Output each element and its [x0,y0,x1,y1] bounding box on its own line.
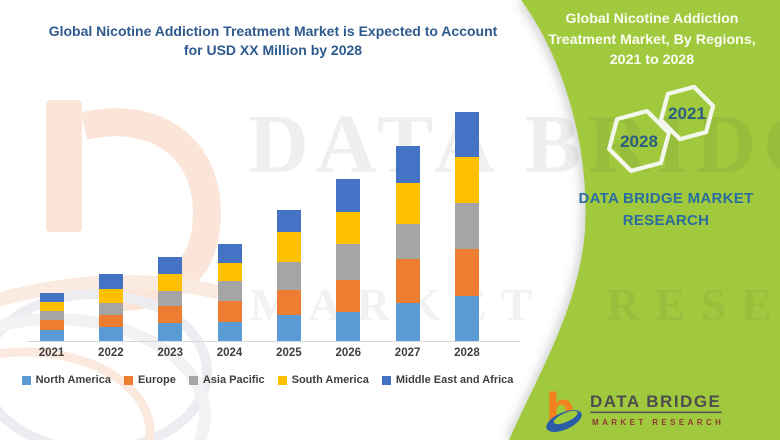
segment-north-america-2026 [336,312,361,341]
x-axis-label-2022: 2022 [98,347,124,359]
segment-south-america-2022 [98,289,123,303]
legend-swatch-europe [123,375,133,385]
right-panel-title: Global Nicotine Addiction Treatment Mark… [534,9,770,71]
segment-south-america-2023 [158,274,183,291]
bar-2025 [276,210,301,341]
segment-north-america-2028 [454,296,479,341]
segment-middle-east-and-africa-2028 [454,112,479,157]
legend-swatch-asia-pacific [188,375,198,385]
segment-europe-2028 [454,249,479,296]
legend-label-europe: Europe [137,374,176,386]
x-axis-label-2026: 2026 [335,347,362,359]
legend-item-north-america: North America [21,374,111,386]
hexagon-2028-label: 2028 [620,132,658,151]
segment-asia-pacific-2026 [336,244,361,280]
bar-2028 [454,112,479,341]
chart-title-line2: for USD XX Million by 2028 [183,41,363,58]
legend-swatch-south-america [277,375,287,385]
chart-title: Global Nicotine Addiction Treatment Mark… [33,22,513,59]
segment-north-america-2023 [158,323,183,341]
segment-middle-east-and-africa-2025 [276,210,301,232]
bar-2027 [395,146,420,341]
chart-title-line1: Global Nicotine Addiction Treatment Mark… [48,23,498,39]
logo-name-text: DATA BRIDGE [590,392,721,411]
segment-asia-pacific-2023 [158,291,183,306]
segment-europe-2026 [336,280,361,312]
hexagon-2028-icon: 2028 [607,109,672,174]
segment-north-america-2024 [217,322,242,341]
segment-europe-2023 [158,306,183,323]
segment-europe-2027 [395,259,420,303]
brand-caption-line1: DATA BRIDGE MARKET [578,190,754,207]
segment-south-america-2025 [276,232,301,262]
segment-south-america-2026 [336,212,361,244]
hexagon-2021-icon: 2021 [658,84,716,142]
segment-north-america-2025 [276,315,301,341]
legend-label-north-america: North America [35,374,111,386]
segment-north-america-2021 [39,330,64,341]
legend-label-middle-east-and-africa: Middle East and Africa [395,374,514,386]
chart-legend: North America Europe Asia Pacific South Ame… [20,374,515,386]
x-axis-label-2024: 2024 [216,347,243,359]
segment-middle-east-and-africa-2022 [98,274,123,289]
company-logo: b DATA BRIDGE MARKET RESEARCH [546,386,724,432]
segment-asia-pacific-2021 [39,311,64,320]
segment-north-america-2027 [395,303,420,341]
x-axis-label-2025: 2025 [276,347,302,359]
segment-middle-east-and-africa-2021 [39,293,64,302]
logo-underline [590,411,722,414]
segment-asia-pacific-2027 [395,224,420,259]
segment-asia-pacific-2025 [276,262,301,290]
bar-2021 [39,293,64,341]
bar-2026 [336,179,361,341]
segment-europe-2024 [217,301,242,322]
segment-middle-east-and-africa-2027 [395,146,420,183]
hexagon-2021-label: 2021 [668,104,706,123]
x-axis-label-2023: 2023 [157,347,183,359]
bar-2023 [158,257,183,341]
segment-middle-east-and-africa-2024 [217,244,242,263]
right-panel-title-line1: Global Nicotine Addiction [565,11,739,27]
right-panel-title-line3: 2021 to 2028 [609,52,695,68]
x-axis-label-2027: 2027 [394,347,421,359]
legend-item-europe: Europe [123,374,176,386]
brand-caption-line2: RESEARCH [622,212,710,229]
segment-europe-2021 [39,320,64,330]
brand-caption: DATA BRIDGE MARKET RESEARCH [556,188,776,232]
legend-swatch-north-america [21,375,31,385]
segment-asia-pacific-2024 [217,281,242,301]
legend-item-middle-east-and-africa: Middle East and Africa [381,374,514,386]
right-panel-title-line2: Treatment Market, By Regions, [548,31,756,48]
segment-south-america-2024 [217,263,242,281]
hexagon-badges: 2028 2021 [607,84,716,174]
legend-item-asia-pacific: Asia Pacific [188,374,265,386]
segment-asia-pacific-2028 [454,203,479,249]
segment-europe-2022 [98,315,123,327]
x-axis-label-2028: 2028 [454,347,480,359]
segment-asia-pacific-2022 [98,303,123,315]
segment-south-america-2021 [39,302,64,311]
legend-label-asia-pacific: Asia Pacific [202,374,265,386]
segment-south-america-2028 [454,157,479,203]
legend-item-south-america: South America [277,374,369,386]
segment-middle-east-and-africa-2026 [336,179,361,212]
legend-swatch-middle-east-and-africa [381,375,391,385]
bar-2024 [217,244,242,341]
logo-b-icon: b [546,386,582,432]
bar-2022 [98,274,123,341]
segment-middle-east-and-africa-2023 [158,257,183,274]
legend-label-south-america: South America [291,374,369,386]
segment-europe-2025 [276,290,301,315]
x-axis-line [27,341,521,342]
segment-south-america-2027 [395,183,420,224]
logo-subtitle-text: MARKET RESEARCH [592,418,724,427]
segment-north-america-2022 [98,327,123,341]
x-axis-label-2021: 2021 [38,347,65,359]
